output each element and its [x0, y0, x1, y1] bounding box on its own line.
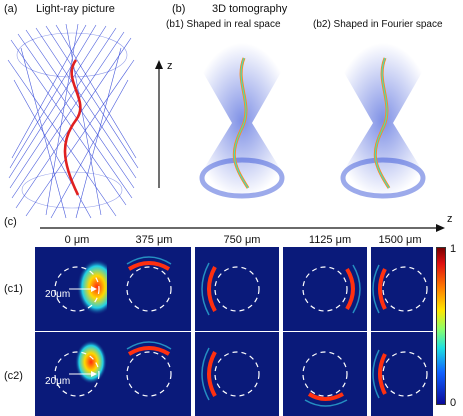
z-axis-arrow-b: [155, 60, 163, 188]
panel-c-label: (c): [4, 216, 17, 228]
light-rays: [7, 23, 139, 219]
intensity-panel-c1-0: 20μm: [35, 247, 119, 331]
intensity-panel-c2-3: [283, 332, 367, 416]
position-label-3: 1125 μm: [308, 234, 352, 246]
position-label-2: 750 μm: [223, 234, 261, 246]
panel-b-label: (b): [172, 3, 186, 15]
panel-a-title: Light-ray picture: [36, 3, 115, 15]
intensity-panel-c2-2: [195, 332, 279, 416]
scale-label-c2: 20μm: [45, 376, 70, 387]
scale-label-c1: 20μm: [45, 289, 70, 300]
helix-curve: [63, 59, 82, 196]
position-label-4: 1500 μm: [378, 234, 422, 246]
z-axis-label-c: z: [447, 213, 453, 225]
row-label-c2: (c2): [4, 370, 23, 382]
panel-b2-title: (b2) Shaped in Fourier space: [313, 19, 443, 30]
intensity-panel-c2-4: [371, 332, 433, 416]
tomography-b1: [192, 43, 292, 199]
panel-b1-title: (b1) Shaped in real space: [166, 19, 281, 30]
light-ray-diagram: [7, 23, 139, 219]
intensity-panel-c1-4: [371, 247, 433, 331]
tomography-b2: [333, 43, 433, 199]
position-label-1: 375 μm: [135, 234, 173, 246]
z-axis-label-b: z: [167, 60, 173, 72]
intensity-panel-c1-1: [107, 247, 191, 331]
row-label-c1: (c1): [4, 283, 23, 295]
panel-a-label: (a): [4, 3, 18, 15]
intensity-panel-c1-3: [283, 247, 367, 331]
intensity-panel-c2-0: 20μm: [35, 332, 119, 416]
panel-b-title: 3D tomography: [212, 3, 288, 15]
colorbar-min-label: 0: [450, 397, 457, 409]
colorbar: [436, 247, 446, 405]
position-label-0: 0 μm: [64, 234, 90, 246]
intensity-panel-c1-2: [195, 247, 279, 331]
colorbar-max-label: 1: [450, 243, 457, 255]
intensity-panel-c2-1: [107, 332, 191, 416]
z-axis-arrow-c: [40, 224, 445, 232]
